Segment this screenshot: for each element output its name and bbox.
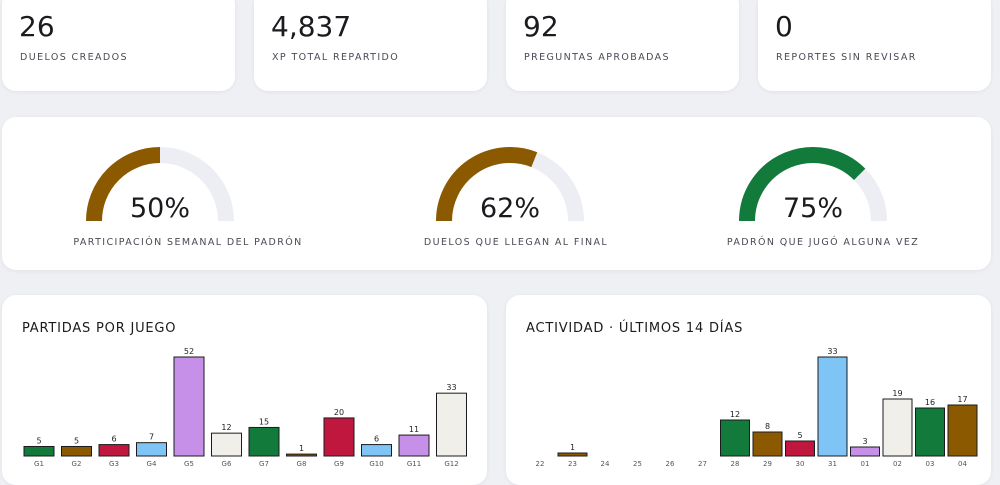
bar-G8 xyxy=(286,453,317,457)
stat-card-duelos: 26 DUELOS CREADOS xyxy=(2,0,235,91)
bar-G9 xyxy=(323,417,355,457)
chart-title: ACTIVIDAD · ÚLTIMOS 14 DÍAS xyxy=(526,321,744,336)
bar-value-G10: 6 xyxy=(374,435,379,444)
tick-label-G1: G1 xyxy=(34,460,44,468)
stat-value: 92 xyxy=(523,10,559,43)
tick-label-31: 31 xyxy=(828,460,837,468)
tick-label-30: 30 xyxy=(796,460,805,468)
bar-04 xyxy=(947,404,978,457)
tick-label-01: 01 xyxy=(861,460,870,468)
bar-value-G1: 5 xyxy=(36,436,41,445)
gauge-percent: 50% xyxy=(130,193,190,224)
bar-value-03: 16 xyxy=(925,398,935,407)
tick-label-G12: G12 xyxy=(444,460,458,468)
tick-label-G10: G10 xyxy=(369,460,383,468)
bar-value-04: 17 xyxy=(957,395,967,404)
tick-label-22: 22 xyxy=(536,460,545,468)
bar-value-G3: 6 xyxy=(111,435,116,444)
bar-01 xyxy=(850,446,880,457)
bar-value-G2: 5 xyxy=(74,436,79,445)
bar-value-G6: 12 xyxy=(221,423,231,432)
bar-value-01: 3 xyxy=(862,437,867,446)
bar-value-G8: 1 xyxy=(299,444,304,453)
tick-label-29: 29 xyxy=(763,460,772,468)
bar-02 xyxy=(882,398,913,457)
stat-card-reportes: 0 REPORTES SIN REVISAR xyxy=(758,0,991,91)
tick-label-27: 27 xyxy=(698,460,707,468)
stat-card-xp: 4,837 XP TOTAL REPARTIDO xyxy=(254,0,487,91)
tick-label-25: 25 xyxy=(633,460,642,468)
bar-value-G11: 11 xyxy=(409,425,419,434)
tick-label-03: 03 xyxy=(926,460,935,468)
bar-value-29: 8 xyxy=(765,422,770,431)
gauge-fill xyxy=(739,147,866,222)
tick-label-G2: G2 xyxy=(72,460,82,468)
tick-label-24: 24 xyxy=(601,460,610,468)
bar-value-23: 1 xyxy=(570,443,575,452)
tick-label-02: 02 xyxy=(893,460,902,468)
bar-31 xyxy=(817,356,848,457)
chart-title: PARTIDAS POR JUEGO xyxy=(22,321,177,336)
tick-label-G6: G6 xyxy=(222,460,232,468)
gauges-card xyxy=(2,117,991,270)
gauge-participacion: 50% xyxy=(86,147,234,224)
bar-value-31: 33 xyxy=(827,347,837,356)
tick-label-04: 04 xyxy=(958,460,967,468)
bar-G10 xyxy=(361,444,392,457)
stat-value: 26 xyxy=(19,10,55,43)
bar-G4 xyxy=(136,442,167,457)
bar-value-G7: 15 xyxy=(259,417,269,426)
stat-label: PREGUNTAS APROBADAS xyxy=(524,52,670,63)
gauge-fill xyxy=(436,147,538,222)
tick-label-G11: G11 xyxy=(407,460,421,468)
tick-label-G7: G7 xyxy=(259,460,269,468)
stat-label: REPORTES SIN REVISAR xyxy=(776,52,917,63)
bar-23 xyxy=(557,452,588,457)
tick-label-G8: G8 xyxy=(297,460,307,468)
bar-G1 xyxy=(23,445,55,457)
bar-28 xyxy=(720,419,750,457)
tick-label-G3: G3 xyxy=(109,460,119,468)
gauge-duelos-final: 62% xyxy=(436,147,584,224)
bar-value-G9: 20 xyxy=(334,408,344,417)
tick-label-26: 26 xyxy=(666,460,675,468)
bar-G12 xyxy=(436,392,467,457)
stat-value: 4,837 xyxy=(271,10,352,43)
gauge-percent: 62% xyxy=(480,193,540,224)
gauge-label: DUELOS QUE LLEGAN AL FINAL xyxy=(423,237,609,248)
tick-label-23: 23 xyxy=(568,460,577,468)
bar-G2 xyxy=(61,445,92,457)
bar-G6 xyxy=(211,432,242,457)
bar-G5 xyxy=(173,356,205,457)
bar-G7 xyxy=(248,426,280,457)
tick-label-28: 28 xyxy=(731,460,740,468)
stat-label: DUELOS CREADOS xyxy=(20,52,128,63)
bar-G3 xyxy=(98,444,130,457)
bar-G11 xyxy=(398,434,430,457)
chart-actividad-14-dias: 22 1 23 24 25 26 27 12 28 8 29 5 30 33 31 3 01 19 02 16 03 17… xyxy=(536,347,978,468)
gauge-percent: 75% xyxy=(783,193,843,224)
bar-value-28: 12 xyxy=(730,410,740,419)
bar-value-G4: 7 xyxy=(149,433,154,442)
stat-label: XP TOTAL REPARTIDO xyxy=(272,52,400,63)
stat-card-preguntas: 92 PREGUNTAS APROBADAS xyxy=(506,0,739,91)
bar-value-G5: 52 xyxy=(184,347,194,356)
gauge-fill xyxy=(86,147,161,222)
tick-label-G4: G4 xyxy=(147,460,157,468)
tick-label-G5: G5 xyxy=(184,460,194,468)
stat-value: 0 xyxy=(775,10,793,43)
bar-value-02: 19 xyxy=(892,389,902,398)
gauge-padron-jugo: 75% xyxy=(739,147,887,224)
bar-value-30: 5 xyxy=(797,431,802,440)
bar-value-G12: 33 xyxy=(446,383,456,392)
bar-03 xyxy=(915,407,945,457)
bar-30 xyxy=(785,440,815,457)
bar-29 xyxy=(752,431,783,457)
gauge-label: PARTICIPACIÓN SEMANAL DEL PADRÓN xyxy=(73,237,303,248)
gauge-label: PADRÓN QUE JUGÓ ALGUNA VEZ xyxy=(726,237,920,248)
chart-partidas-por-juego: 5 G1 5 G2 6 G3 7 G4 52 G5 12 G6 15 G7 1 G8 20 G9 6 G10 11 G11… xyxy=(23,347,467,468)
tick-label-G9: G9 xyxy=(334,460,344,468)
